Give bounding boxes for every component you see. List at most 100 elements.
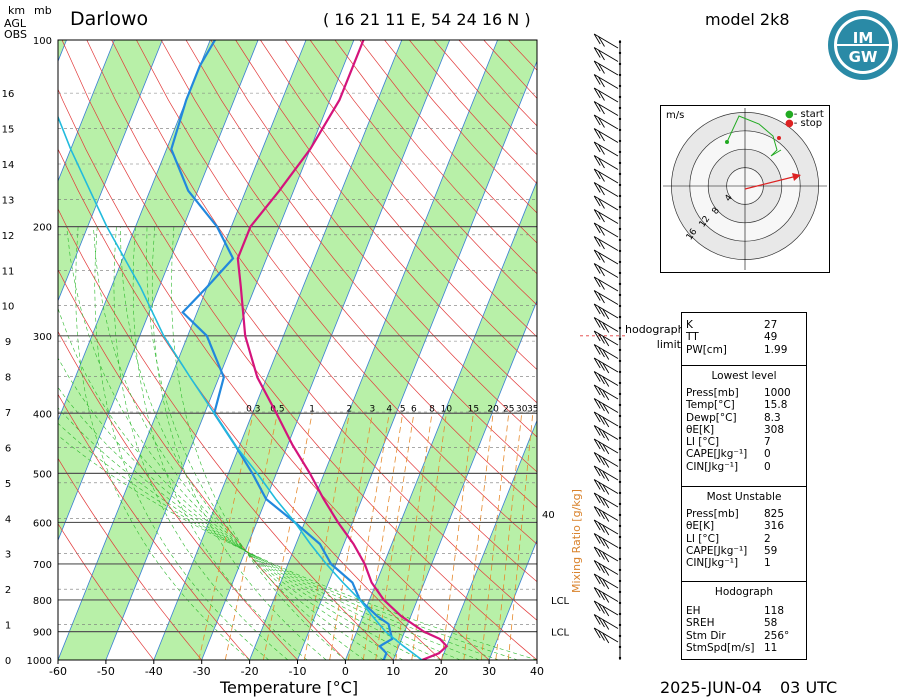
lowest-level-key: Temp[°C] xyxy=(686,399,735,412)
wind-barb-staff xyxy=(593,452,619,467)
hodograph-start-marker xyxy=(725,140,729,144)
wind-barb xyxy=(593,479,619,495)
wind-barb-feather xyxy=(602,592,610,603)
most-unstable-title: Most Unstable xyxy=(706,491,782,503)
wind-level-dot xyxy=(618,524,622,528)
lowest-level-row: CIN[Jkg⁻¹] 0 xyxy=(682,461,806,473)
moist-adiabat xyxy=(113,226,289,660)
pressure-tick-label: 400 xyxy=(33,409,52,420)
wind-barb-feather xyxy=(598,63,605,74)
wind-barb-feather xyxy=(593,519,601,531)
mixing-ratio-line xyxy=(480,413,510,660)
wind-barb-staff xyxy=(593,573,619,589)
wind-level-dot xyxy=(618,40,622,44)
wind-barb-feather xyxy=(593,303,601,315)
lowest-level-key: Dewp[°C] xyxy=(686,411,737,424)
wind-level-dot xyxy=(618,348,622,352)
hodograph-index-key: EH xyxy=(686,605,701,617)
wind-barb-feather xyxy=(598,90,605,101)
mixing-ratio-line xyxy=(198,413,254,660)
wind-barb-feather xyxy=(593,195,601,207)
wind-barb-feather xyxy=(593,222,601,234)
isotherm-line xyxy=(201,40,451,660)
lowest-level-key: θE[K] xyxy=(686,423,715,436)
wind-barb-feather xyxy=(598,562,605,574)
wind-barb-feather xyxy=(602,470,610,482)
wind-barb-feather xyxy=(598,589,605,601)
wind-barb-staff xyxy=(593,222,619,238)
wind-barb-feather xyxy=(598,481,605,493)
hodograph-ring-label: 4 xyxy=(723,193,735,204)
wind-barb xyxy=(593,317,619,333)
wind-barb-staff xyxy=(593,209,619,224)
isotherm-line xyxy=(153,40,403,660)
wind-barb-feather xyxy=(593,438,601,450)
mixing-ratio-line xyxy=(362,413,404,660)
wind-level-dot xyxy=(618,271,622,275)
moist-adiabat xyxy=(75,226,250,660)
wind-barb-staff xyxy=(593,357,619,373)
wind-level-dot xyxy=(618,612,622,616)
wind-level-dot xyxy=(618,623,622,627)
wind-barb-staff xyxy=(593,303,619,319)
pressure-tick-label: 1000 xyxy=(27,656,52,667)
wind-barb xyxy=(593,573,619,590)
wind-barb-staff xyxy=(593,276,619,292)
lowest-level-value: 8.3 xyxy=(764,411,781,424)
lowest-level-value: 0 xyxy=(764,448,771,461)
most-unstable-row: LI [°C] 2 xyxy=(682,533,806,545)
wind-barb xyxy=(593,546,619,563)
wind-barb-feather xyxy=(593,452,601,463)
dry-adiabat xyxy=(309,40,537,306)
mixing-ratio-tick: 6 xyxy=(411,404,417,414)
most-unstable-value: 2 xyxy=(764,532,771,545)
most-unstable-value: 59 xyxy=(764,544,778,557)
wind-barb-feather xyxy=(598,238,605,250)
dry-adiabat xyxy=(136,40,537,545)
wind-barb-staff xyxy=(593,330,619,346)
dry-adiabat xyxy=(160,40,537,509)
hodograph-index-row: StmSpd[m/s] 11 xyxy=(682,642,806,654)
lowest-level-value: 0 xyxy=(764,460,771,473)
km-tick-label: 4 xyxy=(5,514,11,525)
wind-barb-staff xyxy=(593,533,619,548)
wind-level-dot xyxy=(618,513,622,517)
wind-barb-staff xyxy=(593,168,619,184)
wind-barb-feather xyxy=(598,373,605,385)
wind-barb-feather xyxy=(602,349,610,360)
dry-adiabat xyxy=(86,40,537,621)
lowest-level-key: CIN[Jkg⁻¹] xyxy=(686,460,739,473)
wind-barb-feather xyxy=(598,49,605,61)
most-unstable-row: CIN[Jkg⁻¹] 1 xyxy=(682,557,806,569)
wind-barb-staff xyxy=(593,465,619,481)
wind-barb xyxy=(593,519,619,536)
wind-barb xyxy=(593,438,619,455)
wind-level-dot xyxy=(618,117,622,121)
temp-tick-label: 20 xyxy=(434,665,448,678)
wind-barb-feather xyxy=(602,578,610,590)
lowest-level-row: θE[K] 308 xyxy=(682,424,806,436)
mixing-ratio-line xyxy=(395,413,433,660)
most-unstable-key: CIN[Jkg⁻¹] xyxy=(686,557,739,570)
wind-barb-feather xyxy=(602,389,610,401)
mixing-ratio-tick: 4 xyxy=(386,404,392,414)
wind-barb-feather xyxy=(602,362,610,374)
dry-adiabat xyxy=(185,40,537,473)
isotherm-line xyxy=(249,40,498,660)
dry-adiabat xyxy=(58,393,250,660)
wind-barb-feather xyxy=(598,292,605,304)
hodograph-index-key: StmSpd[m/s] xyxy=(686,641,755,654)
lcl-label: LCL xyxy=(551,596,570,607)
hodograph-ring-label: 8 xyxy=(711,206,723,217)
wind-barb-feather xyxy=(593,236,601,247)
wind-level-dot xyxy=(618,216,622,220)
wind-barb-feather xyxy=(593,587,601,598)
wind-level-dot xyxy=(618,238,622,242)
wind-barb-feather xyxy=(593,290,601,301)
wind-barb xyxy=(593,209,619,224)
mixing-ratio-line xyxy=(303,413,350,660)
mixing-ratio-line xyxy=(495,413,523,660)
wind-level-dot xyxy=(618,414,622,418)
moist-adiabat xyxy=(132,226,308,660)
